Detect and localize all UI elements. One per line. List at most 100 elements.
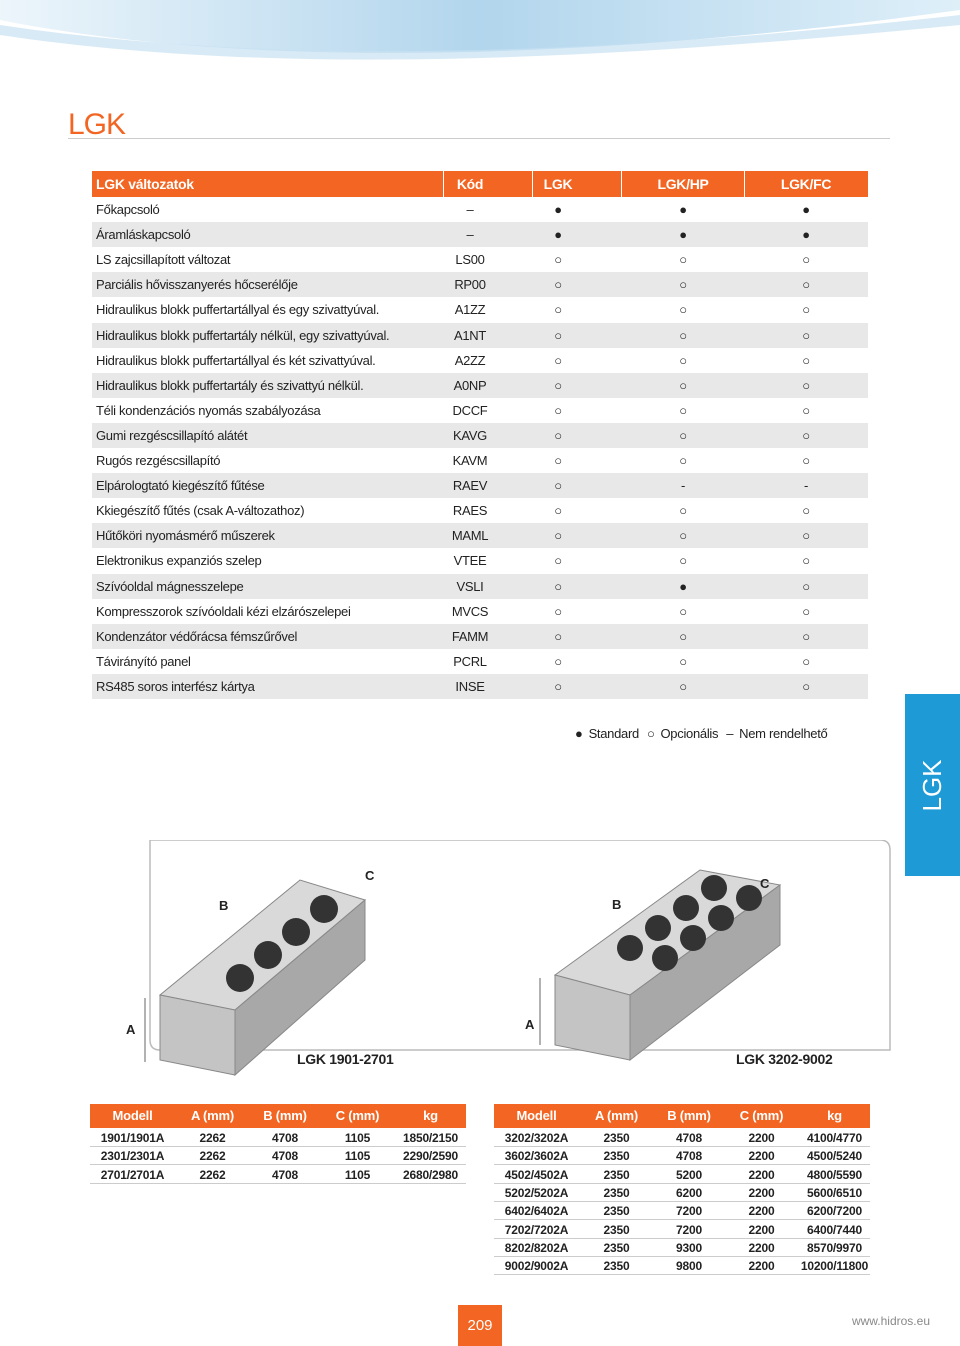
option-name: Gumi rezgéscsillapító alátét [96,427,248,443]
availability: ○ [679,327,687,343]
table-cell: 1850/2150 [403,1131,458,1145]
option-code: – [466,227,474,243]
availability: ○ [554,352,562,368]
availability: ○ [679,377,687,393]
table-cell: 2701/2701A [100,1167,165,1182]
availability: ○ [679,453,687,468]
availability: ○ [802,678,810,694]
availability: ○ [554,327,562,343]
option-name: RS485 soros interfész kártya [96,678,255,694]
table-header [494,1104,870,1128]
availability: ● [554,227,562,243]
row-shade [92,422,868,448]
availability: ○ [679,352,687,368]
header-cell: LGK változatok [96,176,194,192]
row-line [494,1182,870,1184]
option-code: A2ZZ [454,352,486,368]
legend-symbol: ○ [646,726,655,741]
table-cell: 2350 [603,1167,630,1182]
row-line [494,1164,870,1166]
table-cell: 2200 [748,1204,775,1219]
row-shade [92,523,868,549]
row-shade [92,623,868,649]
header-cell: B (mm) [667,1108,711,1123]
availability: ○ [554,653,562,669]
top-decoration [0,0,960,60]
side-tab: LGK [905,694,960,876]
title-rule [68,138,890,139]
table-cell: 3202/3202A [504,1131,569,1145]
header-cell: Modell [516,1108,557,1123]
table-cell: 2350 [603,1185,630,1200]
row-line [494,1200,870,1202]
options-table: LGK változatok Kód LGK LGK/HP LGK/FC Főkapcso… [92,171,868,701]
option-name: Főkapcsoló [96,202,160,217]
availability: ○ [554,678,562,694]
header-cell: Kód [456,176,484,192]
availability: ○ [554,478,562,494]
row-line [494,1146,870,1147]
availability: ○ [554,427,562,443]
table-cell: 10200/11800 [800,1259,869,1274]
table-cell: 6200/7200 [807,1204,862,1219]
availability: ○ [679,302,687,318]
option-code: PCRL [453,653,487,669]
unit-small [144,879,367,1077]
availability: ○ [679,503,687,519]
option-code: FAMM [451,628,489,644]
table-cell: 4708 [272,1167,298,1182]
availability: ○ [802,377,810,393]
option-code: – [466,202,474,217]
table-cell: 2200 [748,1240,775,1255]
option-name: Kkiegészítő fűtés (csak A-változathoz) [96,503,305,519]
header-cell: LGK/FC [780,176,832,192]
availability: ● [679,202,687,217]
availability: ○ [679,402,687,418]
dimension-label: A [126,1022,136,1037]
table-cell: 7200 [676,1204,702,1219]
dimension-label: C [365,868,375,883]
table-cell: 6200 [676,1185,702,1200]
option-code: INSE [455,678,485,694]
dimension-label: A [525,1017,535,1032]
availability: ○ [802,327,810,343]
option-code: RP00 [454,277,486,293]
page-title: LGK [68,108,126,141]
option-code: A1NT [453,327,487,343]
option-code: VSLI [456,578,484,594]
table-header [90,1104,466,1128]
table-cell: 8202/8202A [504,1240,569,1255]
header-cell: A (mm) [190,1108,235,1123]
availability: ○ [554,277,562,293]
header-cell: LGK [543,176,573,192]
table-cell: 8570/9970 [807,1240,862,1255]
availability: ○ [802,302,810,318]
table-cell: 9002/9002A [504,1259,569,1274]
row-shade [92,372,868,398]
option-name: Áramláskapcsoló [96,227,191,243]
option-code: A0NP [453,377,487,393]
col-divider [744,171,745,197]
row-shade [92,673,868,699]
row-line [494,1255,870,1257]
unit-large [539,869,782,1062]
availability: ● [802,202,810,217]
table-cell: 4502/4502A [504,1167,569,1182]
table-cell: 1901/1901A [100,1131,165,1145]
option-code: VTEE [453,553,487,569]
availability: ○ [554,578,562,594]
availability: ○ [802,603,810,619]
table-cell: 2350 [603,1240,630,1255]
table-cell: 2200 [748,1259,775,1274]
option-code: MVCS [451,603,489,619]
availability: ○ [679,528,687,544]
table-cell: 4708 [272,1149,298,1164]
table-cell: 2200 [748,1167,775,1182]
table-cell: 4708 [676,1149,702,1164]
option-name: Szívóoldal mágnesszelepe [96,578,244,594]
table-cell: 2200 [748,1222,775,1237]
col-divider [621,171,622,197]
dimension-label: C [760,876,770,891]
availability: ○ [554,377,562,393]
legend-symbol: ● [575,726,583,741]
